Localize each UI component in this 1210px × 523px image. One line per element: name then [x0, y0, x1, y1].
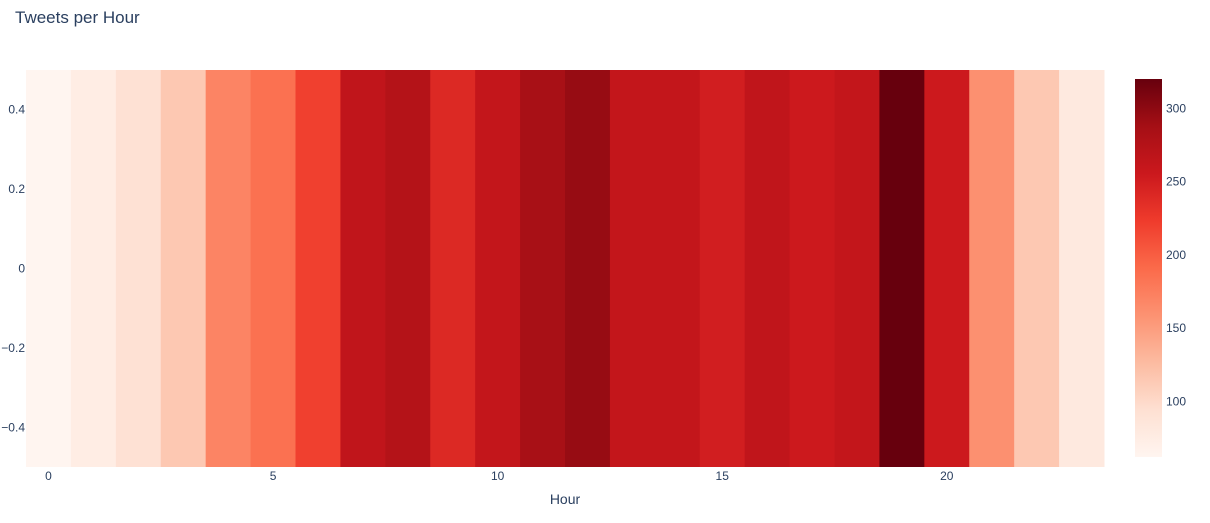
heatmap-cell-hour-22	[1014, 70, 1060, 467]
x-tick-label: 5	[270, 469, 277, 483]
y-tick-label: 0.4	[8, 103, 25, 117]
colorbar-tick-label: 250	[1166, 175, 1186, 189]
heatmap-cell-hour-15	[699, 70, 746, 467]
heatmap-cell-hour-8	[385, 70, 431, 467]
colorbar-tick-label: 150	[1166, 321, 1186, 335]
heatmap-cell-hour-18	[834, 70, 880, 467]
heatmap-cell-hour-23	[1059, 70, 1105, 467]
heatmap-cell-hour-7	[340, 70, 386, 467]
heatmap-cell-hour-17	[789, 70, 835, 467]
heatmap-cell-hour-6	[295, 70, 341, 467]
y-tick-label: 0	[18, 262, 25, 276]
colorbar	[1135, 79, 1162, 457]
x-tick-label: 0	[45, 469, 52, 483]
x-axis-title: Hour	[550, 491, 581, 507]
heatmap-cells	[26, 70, 1105, 467]
heatmap-cell-hour-21	[969, 70, 1015, 467]
heatmap-cell-hour-10	[475, 70, 521, 467]
heatmap-cell-hour-16	[744, 70, 791, 467]
colorbar-tick-label: 300	[1166, 101, 1186, 115]
heatmap-cell-hour-12	[565, 70, 611, 467]
heatmap-cell-hour-9	[430, 70, 476, 467]
heatmap-cell-hour-0	[26, 70, 72, 467]
y-tick-label: −0.4	[1, 420, 25, 434]
heatmap-cell-hour-20	[924, 70, 970, 467]
y-tick-label: 0.2	[8, 182, 25, 196]
x-axis-ticks: 0 5 10 15 20	[45, 469, 954, 483]
heatmap-cell-hour-1	[70, 70, 117, 467]
x-tick-label: 20	[940, 469, 954, 483]
heatmap-cell-hour-11	[520, 70, 566, 467]
colorbar-tick-label: 100	[1166, 394, 1186, 408]
heatmap-cell-hour-3	[160, 70, 207, 467]
heatmap-cell-hour-14	[654, 70, 701, 467]
colorbar-ticks: 100 150 200 250 300	[1166, 101, 1186, 408]
colorbar-tick-label: 200	[1166, 248, 1186, 262]
chart-title: Tweets per Hour	[15, 8, 140, 27]
x-tick-label: 15	[716, 469, 730, 483]
x-tick-label: 10	[491, 469, 505, 483]
y-tick-label: −0.2	[1, 341, 25, 355]
heatmap-cell-hour-2	[115, 70, 162, 467]
heatmap-cell-hour-19	[879, 70, 925, 467]
y-axis-ticks: −0.4 −0.2 0 0.2 0.4	[1, 103, 25, 435]
heatmap-cell-hour-5	[250, 70, 296, 467]
heatmap-cell-hour-4	[205, 70, 252, 467]
heatmap-cell-hour-13	[609, 70, 656, 467]
